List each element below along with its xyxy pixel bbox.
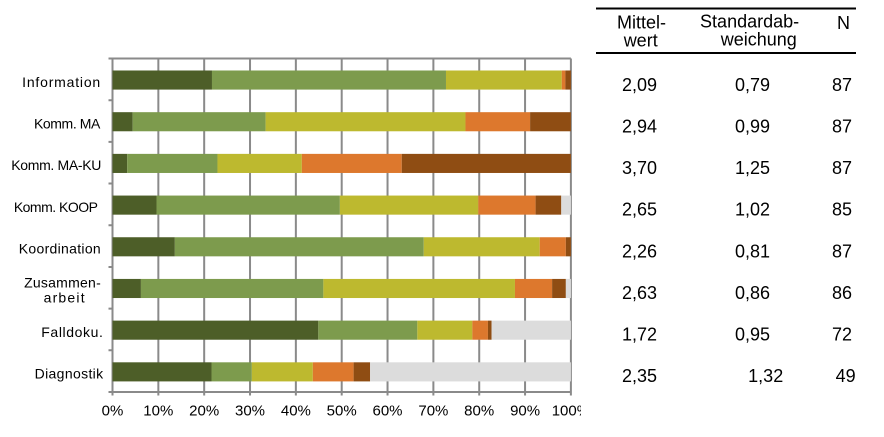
svg-text:50%: 50% bbox=[327, 403, 357, 420]
svg-text:20%: 20% bbox=[189, 403, 219, 420]
svg-text:Standardab-: Standardab- bbox=[700, 12, 799, 32]
svg-text:0,86: 0,86 bbox=[735, 283, 770, 303]
svg-text:30%: 30% bbox=[235, 403, 265, 420]
svg-text:100%: 100% bbox=[552, 403, 590, 420]
svg-text:0,79: 0,79 bbox=[735, 75, 770, 95]
svg-text:Falldoku.: Falldoku. bbox=[41, 324, 103, 340]
svg-text:Komm. MA: Komm. MA bbox=[34, 116, 101, 132]
svg-text:2,35: 2,35 bbox=[622, 366, 657, 386]
svg-text:Mittel-: Mittel- bbox=[617, 13, 666, 33]
svg-text:80%: 80% bbox=[464, 403, 494, 420]
svg-text:1,02: 1,02 bbox=[735, 200, 770, 220]
svg-text:Information: Information bbox=[22, 74, 101, 90]
svg-text:weichung: weichung bbox=[720, 30, 797, 50]
svg-text:2,09: 2,09 bbox=[622, 75, 657, 95]
svg-text:2,94: 2,94 bbox=[622, 117, 657, 137]
svg-text:86: 86 bbox=[832, 283, 852, 303]
svg-text:0,99: 0,99 bbox=[735, 117, 770, 137]
svg-text:Komm. KOOP: Komm. KOOP bbox=[14, 199, 98, 215]
svg-text:87: 87 bbox=[832, 158, 852, 178]
svg-text:Komm. MA-KU: Komm. MA-KU bbox=[11, 157, 101, 173]
svg-text:wert: wert bbox=[623, 31, 658, 51]
svg-text:1,32: 1,32 bbox=[748, 366, 783, 386]
svg-text:90%: 90% bbox=[510, 403, 540, 420]
svg-text:Zusammen-: Zusammen- bbox=[24, 274, 101, 290]
svg-text:70%: 70% bbox=[418, 403, 448, 420]
svg-text:85: 85 bbox=[832, 200, 852, 220]
svg-text:3,70: 3,70 bbox=[622, 158, 657, 178]
svg-text:1,72: 1,72 bbox=[622, 324, 657, 344]
svg-text:72: 72 bbox=[832, 324, 852, 344]
svg-text:N: N bbox=[837, 13, 850, 33]
svg-text:0,81: 0,81 bbox=[735, 241, 770, 261]
svg-text:40%: 40% bbox=[281, 403, 311, 420]
svg-text:2,26: 2,26 bbox=[622, 241, 657, 261]
svg-text:87: 87 bbox=[832, 241, 852, 261]
svg-text:0,95: 0,95 bbox=[735, 324, 770, 344]
svg-text:2,63: 2,63 bbox=[622, 283, 657, 303]
svg-text:0%: 0% bbox=[102, 403, 124, 420]
svg-text:arbeit: arbeit bbox=[44, 289, 86, 305]
svg-text:10%: 10% bbox=[143, 403, 173, 420]
svg-text:49: 49 bbox=[836, 366, 856, 386]
svg-text:60%: 60% bbox=[372, 403, 402, 420]
svg-text:1,25: 1,25 bbox=[735, 158, 770, 178]
svg-text:Diagnostik: Diagnostik bbox=[35, 366, 105, 382]
svg-text:87: 87 bbox=[832, 117, 852, 137]
svg-text:87: 87 bbox=[832, 75, 852, 95]
svg-text:Koordination: Koordination bbox=[19, 241, 101, 257]
svg-text:2,65: 2,65 bbox=[622, 200, 657, 220]
